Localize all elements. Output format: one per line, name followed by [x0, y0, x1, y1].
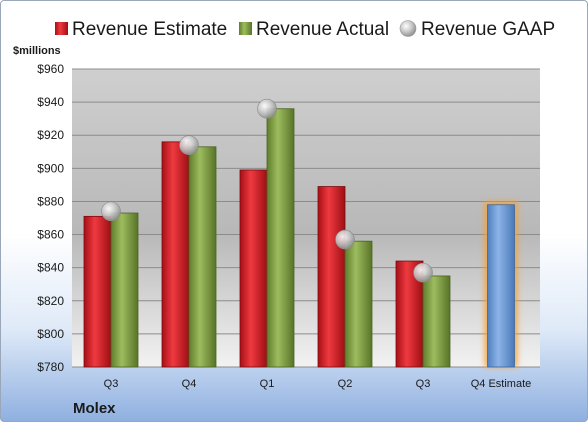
legend-label-revenue-gaap: Revenue GAAP [421, 19, 555, 40]
gaap-markers [101, 98, 433, 283]
legend: Revenue Estimate Revenue Actual Revenue … [55, 19, 555, 40]
x-tick-label: Q2 [338, 378, 353, 390]
bar-revenue-estimate [161, 141, 190, 368]
bar-revenue-actual [344, 240, 373, 368]
gaap-marker [335, 229, 355, 250]
gaap-marker [101, 201, 121, 222]
bar-revenue-actual [266, 108, 295, 368]
gaap-marker [413, 262, 433, 283]
y-tick-label: $900 [37, 161, 64, 175]
gridlines [72, 68, 540, 368]
company-name: Molex [73, 400, 116, 417]
y-tick-label: $960 [37, 62, 64, 76]
legend-label-revenue-estimate: Revenue Estimate [72, 19, 227, 40]
x-tick-label: Q4 [182, 378, 197, 390]
x-axis-labels: Q3 Q4 Q1 Q2 Q3 Q4 Estimate [104, 378, 532, 390]
legend-item-revenue-estimate: Revenue Estimate [55, 19, 227, 40]
y-tick-label: $880 [37, 194, 64, 208]
legend-marker-revenue-gaap [399, 20, 417, 37]
bar-revenue-actual [422, 275, 451, 368]
bar-q4-estimate [487, 204, 515, 368]
legend-label-revenue-actual: Revenue Actual [256, 19, 389, 40]
x-tick-label: Q4 Estimate [471, 378, 532, 390]
bar-revenue-actual [110, 212, 139, 368]
x-tick-label: Q1 [260, 378, 275, 390]
bar-revenue-actual [188, 146, 217, 368]
legend-item-revenue-actual: Revenue Actual [239, 19, 389, 40]
y-tick-label: $840 [37, 261, 64, 275]
bar-revenue-estimate [239, 169, 268, 368]
x-tick-label: Q3 [104, 378, 119, 390]
gaap-marker [179, 135, 199, 155]
y-tick-label: $920 [37, 128, 64, 142]
y-tick-label: $860 [37, 228, 64, 242]
y-tick-label: $820 [37, 294, 64, 308]
bar-revenue-estimate [317, 186, 346, 368]
legend-swatch-revenue-actual [239, 22, 252, 35]
y-tick-label: $800 [37, 327, 64, 341]
legend-item-revenue-gaap: Revenue GAAP [399, 19, 555, 40]
gaap-marker [257, 98, 277, 119]
y-tick-label: $780 [37, 360, 64, 374]
legend-swatch-revenue-estimate [55, 22, 68, 35]
y-axis-ticks: $780 $800 $820 $840 $860 $880 $900 $920 $940 $960 [37, 62, 64, 374]
y-axis-unit-label: $millions [13, 45, 61, 57]
plot-area [72, 69, 540, 367]
bar-revenue-estimate [83, 215, 112, 368]
y-tick-label: $940 [37, 95, 64, 109]
x-tick-label: Q3 [416, 378, 431, 390]
